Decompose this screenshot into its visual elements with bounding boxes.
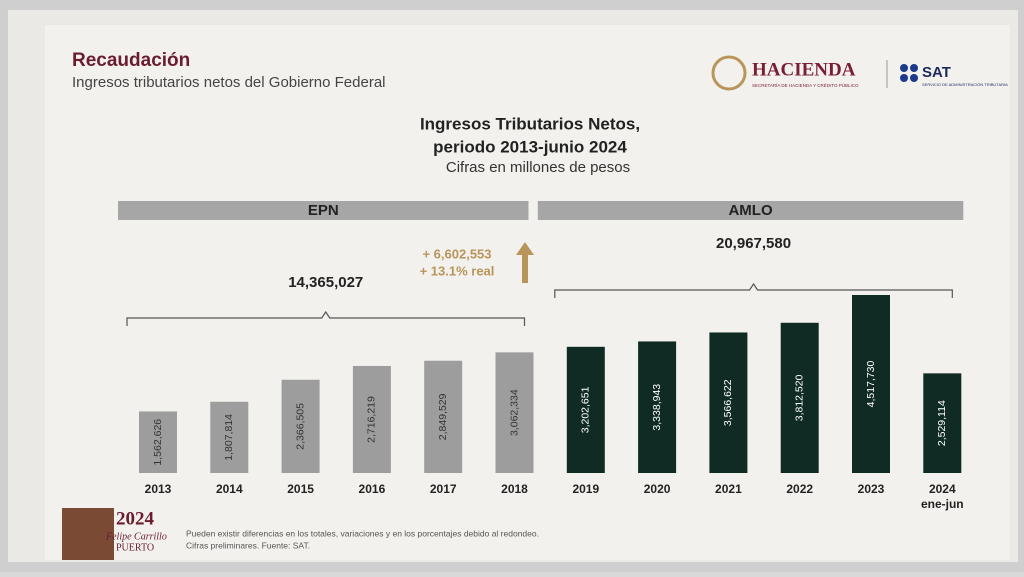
group-bracket: [126, 310, 526, 326]
footer-logo-place: PUERTO: [116, 542, 154, 553]
x-tick-label: 2018: [501, 482, 528, 496]
x-tick-label: 2019: [572, 482, 599, 496]
bar: [780, 322, 819, 473]
slide-background: [45, 25, 1010, 560]
logo-sat: SAT: [922, 64, 951, 81]
value-label: 1,807,814: [223, 414, 235, 461]
bar: [210, 401, 249, 473]
chart-title-line2: periodo 2013-junio 2024: [433, 137, 627, 156]
x-tick-label: 2015: [287, 482, 314, 496]
logo-sat-sub: SERVICIO DE ADMINISTRACIÓN TRIBUTARIA: [922, 82, 1008, 87]
value-label: 4,517,730: [865, 360, 877, 407]
group-band: [118, 201, 529, 220]
bar: [352, 365, 391, 473]
x-tick-label: 2013: [145, 482, 172, 496]
value-label: 3,812,520: [793, 374, 805, 421]
footer-note: Pueden existir diferencias en los totale…: [186, 528, 539, 538]
value-label: 2,366,505: [294, 403, 306, 450]
increase-arrow: [516, 242, 534, 283]
group-total: 14,365,027: [288, 274, 363, 291]
bar: [424, 360, 463, 473]
x-tick-label: 2014: [216, 482, 243, 496]
value-label: 3,338,943: [651, 384, 663, 431]
bar: [281, 379, 320, 473]
group-name: AMLO: [728, 202, 772, 219]
logo-portrait: [62, 508, 114, 560]
group-band: [537, 201, 964, 220]
annotation: + 13.1% real: [420, 263, 495, 278]
bar: [923, 373, 962, 473]
group-name: EPN: [308, 202, 339, 219]
sat-emblem: [900, 64, 918, 82]
x-tick-label: 2016: [359, 482, 386, 496]
x-tick-label: 2022: [786, 482, 813, 496]
value-label: 1,562,626: [152, 419, 164, 466]
header-subtitle: Ingresos tributarios netos del Gobierno …: [72, 74, 386, 91]
group-bracket: [554, 282, 953, 298]
hacienda-emblem: [711, 55, 747, 91]
annotation: + 6,602,553: [422, 246, 491, 261]
bar: [709, 332, 748, 473]
bar: [495, 352, 534, 473]
group-total: 20,967,580: [716, 235, 791, 252]
x-tick-label: 2017: [430, 482, 457, 496]
logo-hacienda-sub: SECRETARÍA DE HACIENDA Y CRÉDITO PÚBLICO: [752, 82, 859, 88]
value-label: 3,566,622: [722, 379, 734, 426]
chart-title: Ingresos Tributarios Netos,: [420, 114, 640, 133]
header-title: Recaudación: [72, 50, 190, 71]
x-tick-label: 2020: [644, 482, 671, 496]
x-tick-label: 2023: [858, 482, 885, 496]
footer-logo-year: 2024: [116, 508, 155, 529]
bar: [139, 411, 177, 473]
value-label: 2,716,219: [366, 396, 378, 443]
x-tick-label: 2024 ene-jun: [921, 482, 964, 511]
x-tick-label: 2021: [715, 482, 742, 496]
chart-subtitle: Cifras en millones de pesos: [446, 159, 630, 176]
bar: [566, 346, 605, 473]
value-label: 2,529,114: [936, 400, 948, 446]
footer-note: Cifras preliminares. Fuente: SAT.: [186, 540, 310, 550]
logo-hacienda: HACIENDA: [752, 59, 856, 80]
value-label: 3,202,651: [580, 386, 592, 433]
bar: [638, 341, 677, 473]
bar: [852, 295, 890, 473]
value-label: 2,849,529: [437, 393, 449, 440]
footer-logo-name: Felipe Carrillo: [105, 531, 167, 542]
value-label: 3,062,334: [508, 389, 520, 436]
